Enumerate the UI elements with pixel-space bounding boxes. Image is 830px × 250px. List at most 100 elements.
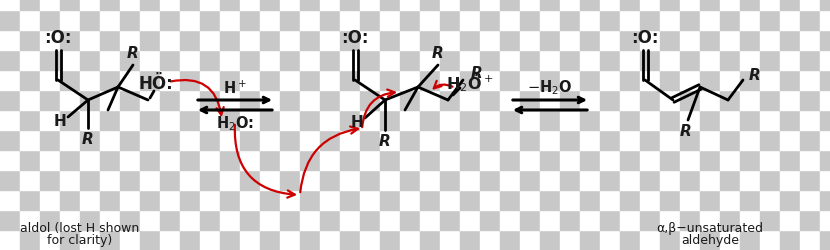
Text: H: H [350, 115, 364, 130]
Bar [400, 130, 420, 150]
Bar [800, 230, 820, 250]
Bar [60, 170, 80, 190]
Bar [240, 230, 260, 250]
Bar [640, 190, 660, 210]
Bar [680, 190, 700, 210]
Bar [380, 150, 400, 170]
Bar [400, 31, 420, 51]
Bar [660, 110, 680, 130]
Bar [560, 150, 580, 170]
Bar [80, 130, 100, 150]
Bar [100, 230, 120, 250]
Bar [620, 150, 640, 170]
Bar [440, 130, 460, 150]
Bar [460, 91, 480, 110]
Text: R: R [749, 68, 761, 83]
Bar [600, 190, 620, 210]
Bar [760, 230, 780, 250]
Bar [340, 51, 360, 71]
Bar [800, 0, 820, 11]
Bar [160, 31, 180, 51]
Bar [400, 11, 420, 31]
Bar [40, 11, 60, 31]
Bar [700, 210, 720, 230]
Bar [400, 0, 420, 11]
Bar [80, 31, 100, 51]
Bar [660, 190, 680, 210]
Bar [560, 91, 580, 110]
Bar [600, 91, 620, 110]
Bar [340, 71, 360, 91]
Bar [220, 51, 240, 71]
Bar [360, 0, 380, 11]
Bar [640, 130, 660, 150]
Bar [400, 210, 420, 230]
Bar [540, 51, 560, 71]
Bar [460, 110, 480, 130]
Bar [40, 130, 60, 150]
Bar [660, 210, 680, 230]
Bar [500, 51, 520, 71]
Bar [320, 170, 340, 190]
Bar [80, 170, 100, 190]
Bar [20, 11, 40, 31]
Bar [560, 31, 580, 51]
Bar [100, 130, 120, 150]
Bar [100, 190, 120, 210]
Bar [160, 71, 180, 91]
Bar [260, 210, 280, 230]
Text: H$_2$O:: H$_2$O: [216, 114, 254, 133]
Bar [560, 190, 580, 210]
Bar [40, 110, 60, 130]
Text: H$_2$Ö$^+$: H$_2$Ö$^+$ [447, 72, 494, 94]
Bar [740, 150, 760, 170]
Bar [760, 110, 780, 130]
Bar [380, 0, 400, 11]
Bar [220, 230, 240, 250]
Bar [60, 210, 80, 230]
Bar [300, 31, 320, 51]
Bar [200, 11, 220, 31]
Bar [360, 11, 380, 31]
Bar [380, 71, 400, 91]
Bar [40, 91, 60, 110]
Bar [0, 11, 20, 31]
Bar [440, 170, 460, 190]
Bar [580, 130, 600, 150]
Bar [200, 130, 220, 150]
Bar [0, 31, 20, 51]
Bar [620, 110, 640, 130]
Bar [680, 170, 700, 190]
Bar [620, 130, 640, 150]
Bar [260, 91, 280, 110]
Bar [560, 71, 580, 91]
Bar [80, 91, 100, 110]
Bar [820, 210, 830, 230]
Bar [760, 150, 780, 170]
Bar [640, 91, 660, 110]
Text: R: R [471, 65, 483, 80]
Bar [560, 170, 580, 190]
Bar [280, 110, 300, 130]
Bar [700, 130, 720, 150]
Bar [600, 0, 620, 11]
Bar [800, 210, 820, 230]
Bar [140, 210, 160, 230]
Bar [380, 130, 400, 150]
Bar [420, 71, 440, 91]
Bar [280, 190, 300, 210]
Bar [520, 0, 540, 11]
Bar [780, 190, 800, 210]
Bar [140, 0, 160, 11]
Bar [320, 51, 340, 71]
Bar [640, 230, 660, 250]
Bar [60, 91, 80, 110]
Bar [580, 110, 600, 130]
Bar [480, 110, 500, 130]
Bar [780, 0, 800, 11]
Bar [0, 110, 20, 130]
Bar [40, 31, 60, 51]
Bar [340, 170, 360, 190]
Bar [500, 71, 520, 91]
Bar [580, 150, 600, 170]
